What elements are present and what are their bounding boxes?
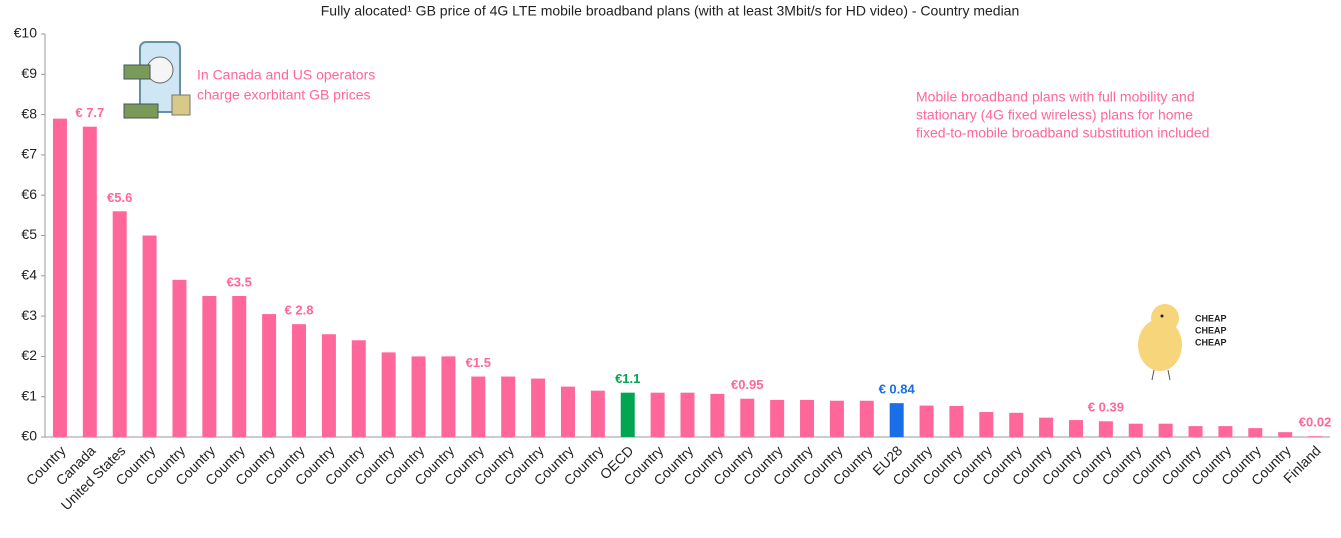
y-tick-label: €2 (21, 347, 37, 363)
annotation: CHEAP (1195, 313, 1227, 323)
bar (412, 356, 426, 437)
bar (143, 236, 157, 438)
bar (501, 377, 515, 437)
value-label: €0.02 (1299, 415, 1332, 430)
annotation: fixed-to-mobile broadband substitution i… (916, 125, 1209, 141)
y-tick-label: €4 (21, 267, 37, 283)
y-tick-label: €10 (14, 25, 38, 41)
bar (890, 403, 904, 437)
value-label: €0.95 (731, 377, 764, 392)
y-tick-label: €3 (21, 307, 37, 323)
bar (1069, 420, 1083, 437)
y-tick-label: €9 (21, 65, 37, 81)
chart: Fully alocated¹ GB price of 4G LTE mobil… (0, 0, 1341, 538)
bar (1278, 432, 1292, 437)
annotation: In Canada and US operators (197, 67, 375, 83)
bar (352, 340, 366, 437)
y-tick-label: €0 (21, 428, 37, 444)
money-phone-icon (124, 42, 190, 118)
chart-subtitle: Fully alocated¹ GB price of 4G LTE mobil… (321, 3, 1020, 19)
bar (1129, 424, 1143, 437)
annotation: CHEAP (1195, 337, 1227, 347)
y-tick-label: €7 (21, 146, 37, 162)
bar (920, 406, 934, 437)
bar (1189, 426, 1203, 437)
bar (591, 391, 605, 437)
bar (232, 296, 246, 437)
bar (979, 412, 993, 437)
y-tick-label: €8 (21, 105, 37, 121)
annotation: CHEAP (1195, 325, 1227, 335)
bar (740, 399, 754, 437)
y-tick-label: €6 (21, 186, 37, 202)
bar (860, 401, 874, 437)
bar (651, 393, 665, 437)
bar (1248, 428, 1262, 437)
bar (441, 356, 455, 437)
bar (262, 314, 276, 437)
annotation: charge exorbitant GB prices (197, 87, 371, 103)
value-label: € 2.8 (285, 303, 314, 318)
value-label: €5.6 (107, 190, 132, 205)
bar (83, 127, 97, 437)
value-label: € 7.7 (75, 105, 104, 120)
y-tick-label: €5 (21, 226, 37, 242)
bar (531, 379, 545, 437)
bar (113, 211, 127, 437)
annotation: Mobile broadband plans with full mobilit… (916, 89, 1195, 105)
bar (800, 400, 814, 437)
bar (1099, 421, 1113, 437)
bar (830, 401, 844, 437)
bar (382, 352, 396, 437)
bar (53, 119, 67, 437)
bar (561, 387, 575, 437)
value-label: € 0.39 (1088, 400, 1124, 415)
bar (710, 394, 724, 437)
value-label: € 0.84 (879, 382, 916, 397)
value-label: €1.5 (466, 355, 491, 370)
bar (1009, 413, 1023, 437)
bar (202, 296, 216, 437)
bar (1159, 424, 1173, 437)
value-label: €1.1 (615, 371, 640, 386)
bar (770, 400, 784, 437)
chick-icon (1138, 304, 1182, 380)
bar (1308, 436, 1322, 437)
bar (172, 280, 186, 437)
bar (292, 324, 306, 437)
bar (621, 393, 635, 437)
bar (471, 377, 485, 437)
bar (1218, 426, 1232, 437)
value-label: €3.5 (227, 274, 252, 289)
bar (1039, 418, 1053, 437)
bar (681, 393, 695, 437)
annotation: stationary (4G fixed wireless) plans for… (916, 107, 1193, 123)
bar (949, 406, 963, 437)
bar (322, 334, 336, 437)
y-tick-label: €1 (21, 387, 37, 403)
